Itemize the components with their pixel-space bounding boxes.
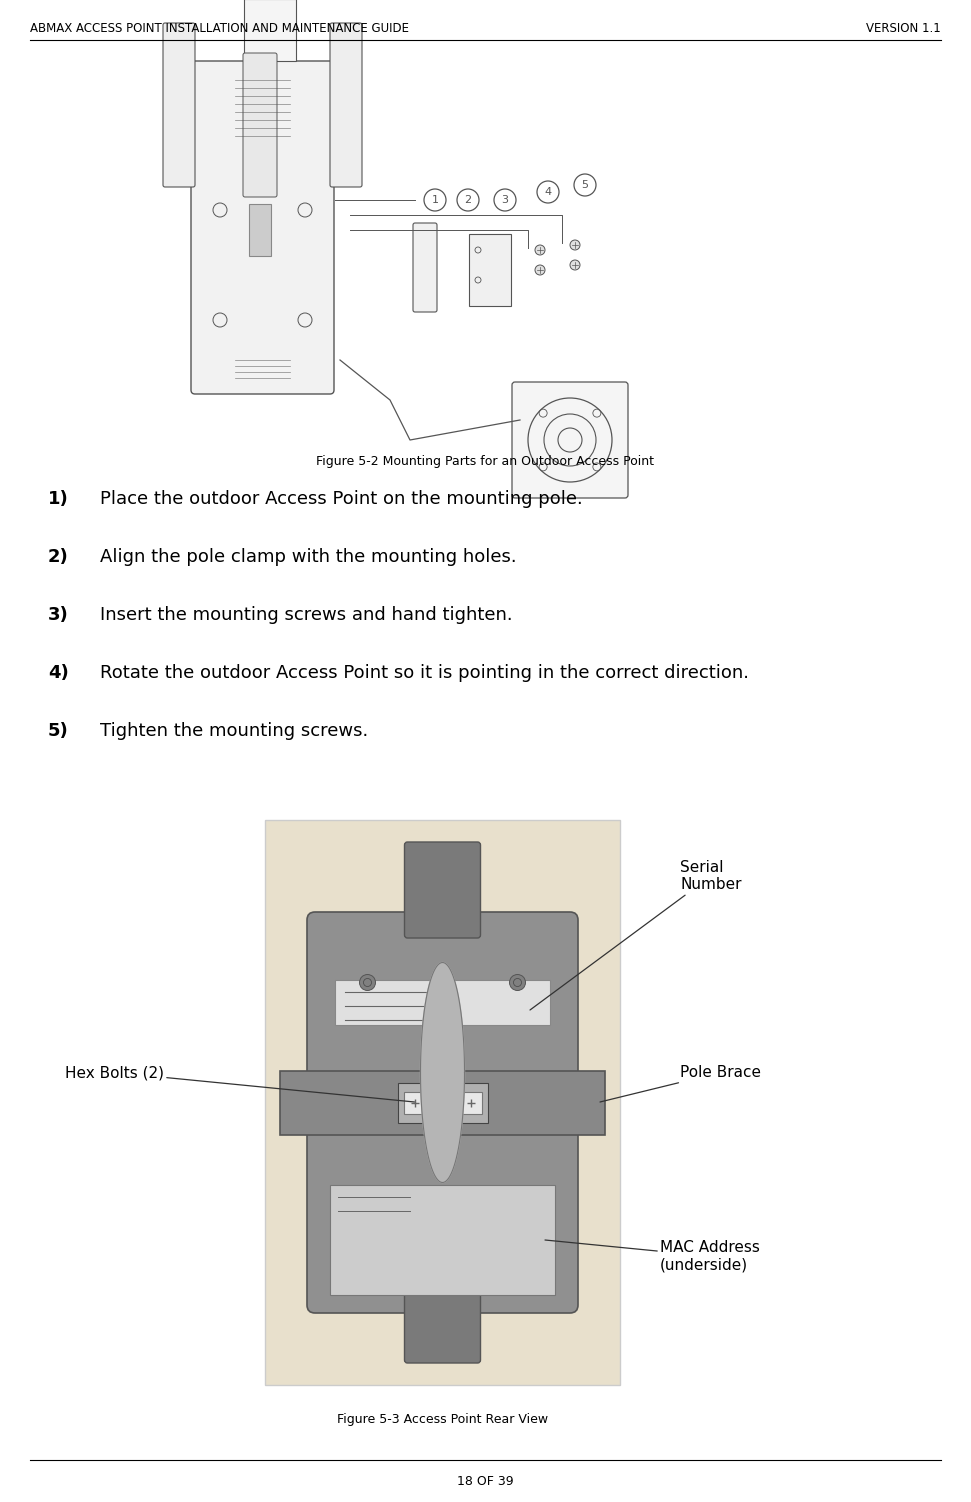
FancyBboxPatch shape — [280, 1071, 605, 1134]
FancyBboxPatch shape — [404, 1092, 425, 1113]
Circle shape — [457, 189, 479, 210]
Circle shape — [535, 245, 545, 255]
FancyBboxPatch shape — [307, 912, 578, 1313]
FancyBboxPatch shape — [459, 1092, 482, 1113]
Text: Figure 5-2 Mounting Parts for an Outdoor Access Point: Figure 5-2 Mounting Parts for an Outdoor… — [316, 455, 654, 469]
FancyBboxPatch shape — [191, 62, 334, 394]
Text: Align the pole clamp with the mounting holes.: Align the pole clamp with the mounting h… — [100, 548, 517, 566]
Text: Rotate the outdoor Access Point so it is pointing in the correct direction.: Rotate the outdoor Access Point so it is… — [100, 664, 749, 682]
FancyBboxPatch shape — [413, 222, 437, 312]
FancyBboxPatch shape — [330, 23, 362, 188]
FancyBboxPatch shape — [405, 843, 481, 939]
Text: 2: 2 — [464, 195, 472, 204]
Text: 1): 1) — [48, 490, 69, 508]
FancyBboxPatch shape — [335, 979, 550, 1024]
FancyBboxPatch shape — [265, 820, 620, 1385]
Text: 5): 5) — [48, 722, 69, 740]
Circle shape — [510, 1254, 525, 1271]
Circle shape — [359, 1254, 376, 1271]
Circle shape — [510, 975, 525, 990]
FancyBboxPatch shape — [330, 1185, 555, 1295]
Text: Serial
Number: Serial Number — [530, 861, 742, 1009]
FancyBboxPatch shape — [163, 23, 195, 188]
Text: Tighten the mounting screws.: Tighten the mounting screws. — [100, 722, 368, 740]
FancyBboxPatch shape — [405, 1292, 481, 1362]
Text: Hex Bolts (2): Hex Bolts (2) — [65, 1065, 415, 1102]
Text: 1: 1 — [431, 195, 439, 204]
FancyBboxPatch shape — [243, 53, 277, 197]
Polygon shape — [420, 963, 464, 1182]
Text: 18 OF 39: 18 OF 39 — [456, 1475, 514, 1488]
Text: 3): 3) — [48, 605, 69, 623]
Text: 5: 5 — [582, 180, 588, 189]
FancyBboxPatch shape — [512, 382, 628, 499]
Circle shape — [535, 264, 545, 275]
Text: MAC Address
(underside): MAC Address (underside) — [545, 1241, 760, 1272]
Text: 2): 2) — [48, 548, 69, 566]
Circle shape — [570, 240, 580, 249]
Text: Figure 5-3 Access Point Rear View: Figure 5-3 Access Point Rear View — [337, 1413, 548, 1425]
Text: Insert the mounting screws and hand tighten.: Insert the mounting screws and hand tigh… — [100, 605, 513, 623]
FancyBboxPatch shape — [469, 234, 511, 306]
FancyBboxPatch shape — [244, 0, 296, 62]
Text: Place the outdoor Access Point on the mounting pole.: Place the outdoor Access Point on the mo… — [100, 490, 583, 508]
FancyBboxPatch shape — [397, 1083, 487, 1122]
Text: VERSION 1.1: VERSION 1.1 — [866, 23, 941, 35]
Circle shape — [494, 189, 516, 210]
Circle shape — [424, 189, 446, 210]
Circle shape — [570, 260, 580, 270]
Text: ABMAX ACCESS POINT INSTALLATION AND MAINTENANCE GUIDE: ABMAX ACCESS POINT INSTALLATION AND MAIN… — [30, 23, 409, 35]
Circle shape — [574, 174, 596, 195]
Text: 3: 3 — [501, 195, 509, 204]
Text: 4): 4) — [48, 664, 69, 682]
Circle shape — [359, 975, 376, 990]
Text: Pole Brace: Pole Brace — [600, 1065, 761, 1102]
Circle shape — [537, 182, 559, 203]
FancyBboxPatch shape — [249, 204, 271, 255]
Text: 4: 4 — [545, 188, 552, 197]
